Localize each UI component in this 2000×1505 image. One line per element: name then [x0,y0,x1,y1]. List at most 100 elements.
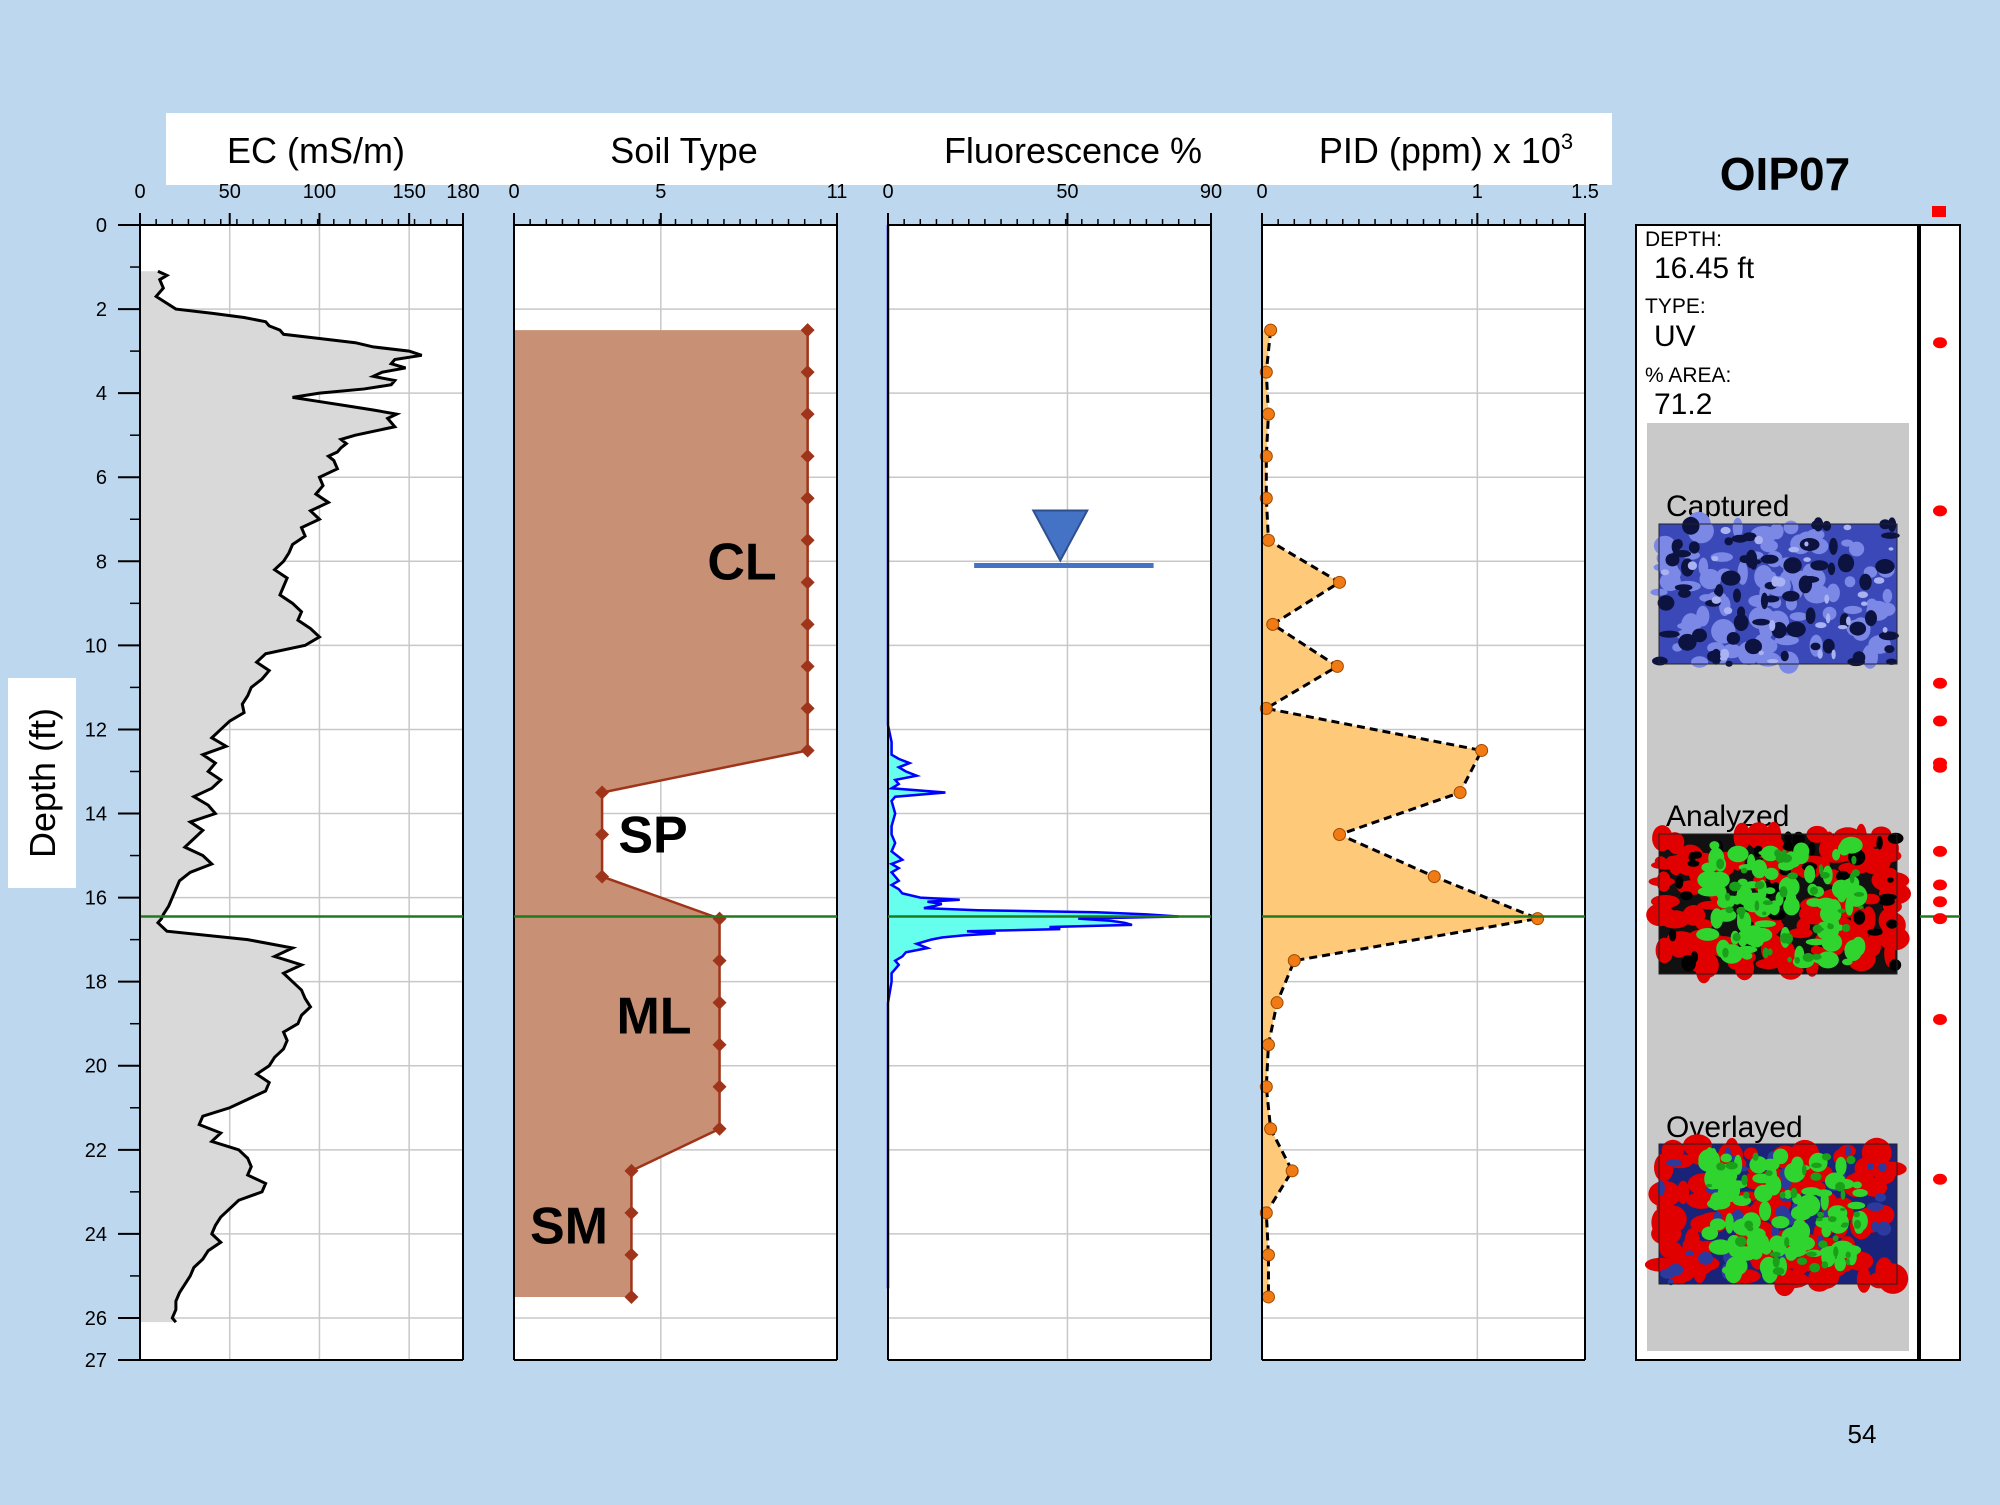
captured-image-blob [1822,520,1832,532]
captured-image-blob [1720,526,1731,535]
overlayed-image-blob [1735,1236,1747,1247]
captured-image-blob [1810,560,1829,571]
captured-image-blob [1824,594,1830,604]
overlayed-image-blob [1833,1246,1839,1258]
captured-image-blob [1873,577,1885,584]
captured-image-blob [1887,517,1897,532]
overlayed-image-blob [1835,1181,1845,1192]
captured-image-blob [1789,612,1808,621]
analyzed-image-blob [1812,924,1823,934]
analyzed-image-blob [1725,906,1734,914]
captured-image-blob [1698,557,1709,576]
captured-image-blob [1678,589,1691,598]
analyzed-image-blob [1836,870,1850,882]
soil-point [800,533,815,548]
overlayed-image-blob [1845,1258,1850,1266]
ec-area [140,271,422,1323]
pid-point [1270,996,1284,1010]
analyzed-image-blob [1727,845,1749,863]
soil-class-label: CL [707,533,776,591]
analyzed-image-blob [1851,936,1866,957]
analyzed-image-blob [1762,900,1773,906]
overlayed-image-blob [1657,1180,1665,1196]
analyzed-image-blob [1876,836,1883,850]
captured-image-blob [1837,625,1848,630]
overlayed-image-blob [1821,1223,1832,1238]
analyzed-image-blob [1809,886,1818,895]
captured-image[interactable] [1650,511,1900,674]
depth-axis-label: Depth (ft) [22,708,63,858]
analyzed-image-blob [1827,923,1834,930]
image-depth-marker [1933,715,1947,727]
depth-field-value: 16.45 ft [1654,252,1755,285]
overlayed-image-blob [1801,1164,1807,1176]
overlayed-image-blob [1706,1183,1713,1188]
soil-area [514,330,808,1297]
overlayed-image-blob [1840,1207,1846,1212]
analyzed-image-blob [1787,956,1792,963]
depth-tick-label: 14 [85,804,107,826]
analyzed-image-blob [1867,928,1883,936]
analyzed-image-blob [1736,906,1746,916]
captured-image-blob [1800,576,1820,583]
analyzed-image-blob [1725,892,1731,902]
analyzed-image-blob [1710,908,1724,929]
captured-image-blob [1657,595,1675,611]
captured-image-blob [1826,583,1840,603]
overlayed-image-blob [1710,1192,1722,1211]
overlayed-image-blob [1724,1180,1748,1189]
depth-tick-label: 18 [85,972,107,994]
overlayed-image-blob [1846,1155,1856,1165]
pid-point [1427,870,1441,884]
captured-image-blob [1733,614,1749,631]
soil-point [595,827,610,842]
captured-image-blob [1672,550,1692,558]
pid-point [1285,1164,1299,1178]
analyzed-image-blob [1808,842,1816,856]
captured-image-blob [1782,590,1800,602]
analyzed-image-blob [1692,851,1702,859]
analyzed-image-blob [1732,933,1741,942]
pid-point [1261,533,1275,547]
overlayed-image-blob [1832,1235,1839,1242]
analyzed-image-blob [1751,859,1768,879]
analyzed-image-blob [1861,845,1876,859]
fluor-track-title: Fluorescence % [944,130,1202,171]
soil-line [600,330,809,1297]
analyzed-image-blob [1697,871,1722,889]
pid-track: 0 1 1.5 [1256,181,1599,1361]
overlayed-image-blob [1785,1247,1797,1261]
ec-tick-label: 50 [219,181,241,203]
captured-image-blob [1671,539,1681,554]
image-depth-marker [1933,677,1947,689]
analyzed-image-blob [1680,891,1693,901]
overlayed-image-blob [1811,1162,1822,1169]
overlayed-image-border [1658,1143,1898,1285]
pid-point [1264,323,1278,337]
captured-image-blob [1886,658,1897,665]
analyzed-image-blob [1842,958,1853,966]
captured-image-blob [1803,557,1811,562]
analyzed-image-blob [1732,895,1742,905]
soil-point [712,1121,727,1136]
analyzed-image-blob [1737,878,1748,886]
pid-point [1333,828,1347,842]
analyzed-image-blob [1736,945,1758,954]
analyzed-image-blob [1656,871,1671,892]
depth-tick-label: 12 [85,719,107,741]
analyzed-image[interactable] [1646,821,1911,984]
analyzed-image-blob [1681,954,1696,972]
overlayed-image-blob [1720,1153,1732,1163]
soil-point [624,1289,639,1304]
overlayed-image-blob [1716,1162,1726,1171]
fluor-tick-label: 90 [1200,181,1222,203]
soil-point [624,1163,639,1178]
overlayed-image[interactable] [1644,1134,1909,1297]
soil-point [595,785,610,800]
ec-tick-label: 0 [134,181,145,203]
overlayed-image-blob [1759,1201,1772,1221]
overlayed-image-blob [1821,1261,1829,1269]
analyzed-image-blob [1668,928,1677,942]
analyzed-image-blob [1651,860,1682,870]
